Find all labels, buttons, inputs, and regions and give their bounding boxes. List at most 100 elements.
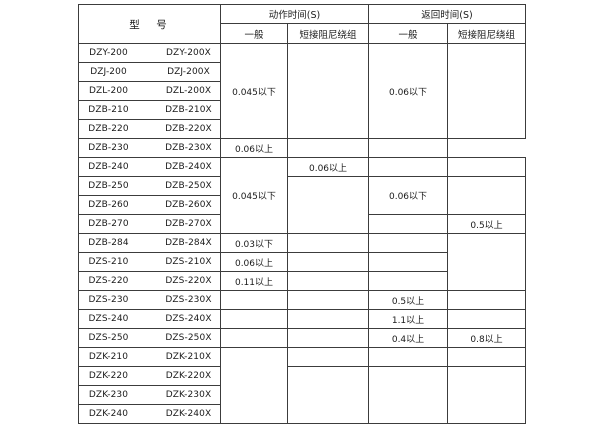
table-body: DZY-200 DZY-200X 0.045以下 0.06以下 DZJ-200 DZJ-2… (78, 43, 527, 424)
model-code-primary: DZS-250 (88, 333, 129, 343)
header-return-damping: 短接阻尼绕组 (447, 23, 527, 44)
table-header: 型 号 动作时间(S) 返回时间(S) 一般 短接阻尼绕组 一般 短接阻尼绕组 (78, 4, 527, 44)
model-cell: DZL-200 DZL-200X (78, 81, 221, 101)
model-code-primary: DZB-284 (88, 238, 129, 248)
model-code-primary: DZB-270 (88, 219, 129, 229)
model-cell: DZK-210 DZK-210X (78, 347, 221, 367)
model-cell: DZS-210 DZS-210X (78, 252, 221, 272)
operate-damping-value: 0.06以上 (220, 138, 288, 158)
model-code-variant: DZS-240X (165, 314, 212, 324)
header-return-time: 返回时间(S) (368, 4, 527, 24)
return-damping-empty (447, 233, 527, 291)
operate-damping-value: 0.06以上 (286, 157, 370, 177)
operate-damping-empty (286, 252, 370, 272)
return-normal-value: 0.06以下 (368, 43, 449, 139)
specification-table-container: 型 号 动作时间(S) 返回时间(S) 一般 短接阻尼绕组 一般 短接阻尼绕组 … (78, 4, 527, 424)
model-cell: DZB-284 DZB-284X (78, 233, 221, 253)
model-code-variant: DZJ-200X (167, 67, 210, 77)
model-code-variant: DZS-250X (165, 333, 212, 343)
return-damping-empty (447, 157, 527, 177)
model-code-primary: DZB-230 (88, 143, 129, 153)
model-code-variant: DZY-200X (166, 48, 211, 58)
model-code-primary: DZK-240 (88, 409, 129, 419)
table-row: DZY-200 DZY-200X 0.045以下 0.06以下 (78, 43, 527, 139)
model-cell: DZS-250 DZS-250X (78, 328, 221, 348)
table-row: DZB-270 DZB-270X 0.5以上 (78, 214, 527, 234)
return-normal-value: 1.1以上 (368, 309, 449, 329)
model-cell: DZY-200 DZY-200X (78, 43, 221, 63)
model-code-primary: DZS-230 (88, 295, 129, 305)
header-operate-damping: 短接阻尼绕组 (286, 23, 370, 44)
model-cell: DZB-270 DZB-270X (78, 214, 221, 234)
table-row: DZS-230 DZS-230X 0.5以上 (78, 290, 527, 310)
operate-damping-empty (286, 347, 370, 367)
model-code-variant: DZB-220X (165, 124, 212, 134)
model-code-variant: DZB-270X (165, 219, 212, 229)
operate-damping-empty (286, 43, 370, 139)
model-code-primary: DZB-220 (88, 124, 129, 134)
model-code-variant: DZK-210X (165, 352, 212, 362)
return-damping-empty (368, 138, 449, 158)
model-code-primary: DZB-250 (88, 181, 129, 191)
return-damping-empty (447, 43, 527, 139)
header-return-normal: 一般 (368, 23, 449, 44)
model-code-variant: DZB-250X (165, 181, 212, 191)
model-code-variant: DZS-210X (165, 257, 212, 267)
return-damping-empty (447, 347, 527, 367)
return-damping-empty (447, 290, 527, 310)
model-code-primary: DZK-230 (88, 390, 129, 400)
return-damping-value: 0.5以上 (447, 214, 527, 234)
model-code-primary: DZK-210 (88, 352, 129, 362)
operate-normal-value: 0.045以下 (220, 43, 288, 139)
operate-normal-value: 0.045以下 (220, 157, 288, 234)
model-cell: DZK-220 DZK-220X (78, 366, 221, 386)
table-row: DZB-284 DZB-284X 0.03以下 (78, 233, 527, 291)
return-normal-empty (368, 252, 449, 272)
table-row: DZJ-200 DZJ-200X (78, 62, 526, 82)
return-normal-value: 0.5以上 (368, 290, 449, 310)
return-normal-value: 0.4以上 (368, 328, 449, 348)
operate-damping-empty (286, 309, 370, 329)
return-normal-empty (368, 214, 449, 234)
model-code-variant: DZB-284X (165, 238, 212, 248)
model-code-primary: DZK-220 (88, 371, 129, 381)
table-row: DZS-250 DZS-250X 0.4以上 0.8以上 (78, 328, 527, 348)
header-operate-normal: 一般 (220, 23, 288, 44)
return-normal-empty (286, 138, 370, 158)
model-cell: DZK-230 DZK-230X (78, 385, 221, 405)
model-code-primary: DZB-260 (88, 200, 129, 210)
operate-normal-empty (220, 328, 288, 348)
model-cell: DZS-220 DZS-220X (78, 271, 221, 291)
model-code-variant: DZB-210X (165, 105, 212, 115)
operate-normal-value: 0.06以上 (220, 252, 288, 272)
header-row-top: 型 号 动作时间(S) 返回时间(S) (78, 4, 527, 44)
specification-table: 型 号 动作时间(S) 返回时间(S) 一般 短接阻尼绕组 一般 短接阻尼绕组 … (78, 4, 527, 424)
model-code-primary: DZY-200 (89, 48, 128, 58)
return-damping-value: 0.8以上 (447, 328, 527, 348)
model-code-primary: DZS-210 (88, 257, 129, 267)
table-row: DZB-220 DZB-220X (78, 119, 526, 139)
model-cell: DZB-240 DZB-240X (78, 157, 221, 177)
model-cell: DZB-250 DZB-250X (78, 176, 221, 196)
header-operate-time: 动作时间(S) (219, 4, 370, 24)
model-code-variant: DZK-220X (165, 371, 212, 381)
model-cell: DZB-260 DZB-260X (78, 195, 221, 215)
return-damping-empty (447, 309, 527, 329)
return-damping-empty (447, 176, 527, 215)
operate-normal-value: 0.11以上 (220, 271, 288, 291)
return-normal-empty (368, 271, 449, 291)
table-row: DZB-240 DZB-240X 0.045以下 0.06以上 (78, 157, 527, 234)
model-code-primary: DZL-200 (88, 86, 129, 96)
return-normal-empty (368, 366, 449, 424)
operate-damping-empty (286, 271, 370, 291)
model-code-variant: DZK-240X (165, 409, 212, 419)
model-cell: DZB-220 DZB-220X (78, 119, 221, 139)
model-cell: DZB-230 DZB-230X (78, 138, 221, 158)
model-code-variant: DZK-230X (165, 390, 212, 400)
operate-damping-empty (286, 176, 370, 234)
operate-damping-empty (286, 328, 370, 348)
model-code-primary: DZS-240 (88, 314, 129, 324)
model-code-primary: DZB-240 (88, 162, 129, 172)
table-row: DZS-240 DZS-240X 1.1以上 (78, 309, 527, 329)
header-model: 型 号 (78, 4, 221, 44)
